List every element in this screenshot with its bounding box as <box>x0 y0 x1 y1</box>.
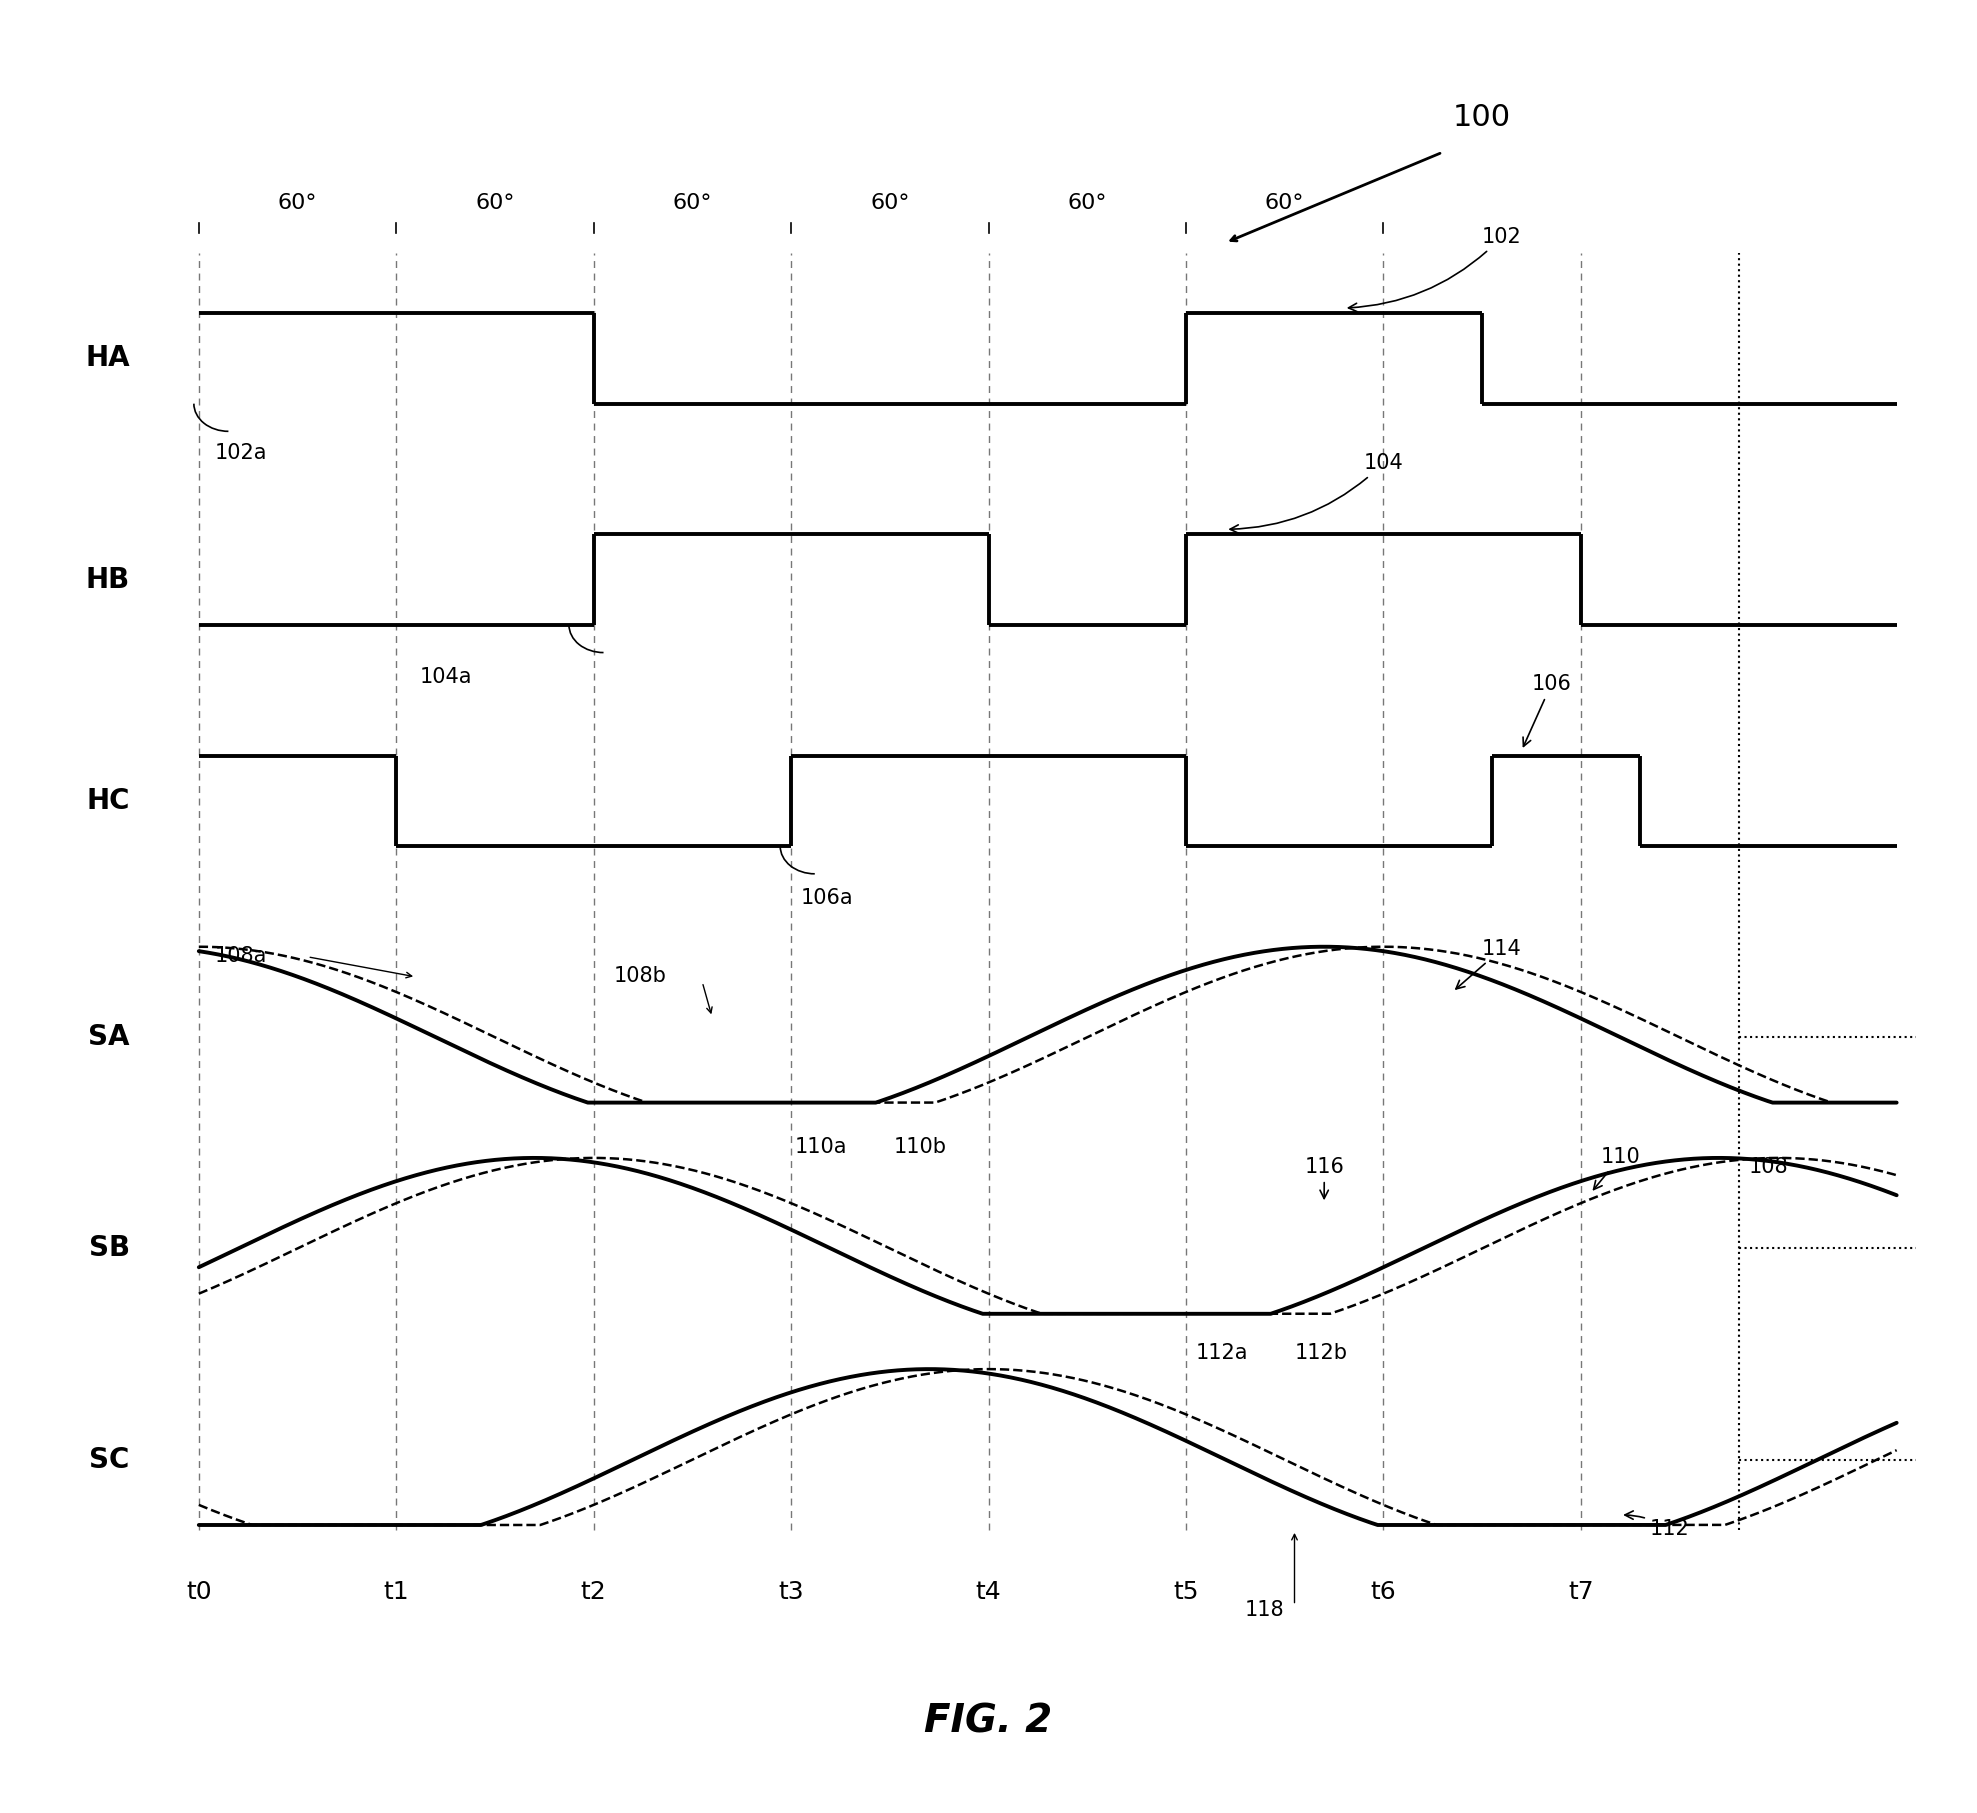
Text: 104a: 104a <box>419 667 473 687</box>
Text: SB: SB <box>89 1235 130 1262</box>
Text: 102: 102 <box>1348 227 1522 312</box>
Text: 112: 112 <box>1625 1510 1690 1539</box>
Text: 112a: 112a <box>1196 1343 1247 1363</box>
Text: 102a: 102a <box>215 442 267 462</box>
Text: 60°: 60° <box>870 192 909 212</box>
Text: 108b: 108b <box>613 966 666 986</box>
Text: t1: t1 <box>384 1581 409 1605</box>
Text: 110b: 110b <box>894 1137 947 1157</box>
Text: SA: SA <box>89 1023 130 1052</box>
Text: 60°: 60° <box>672 192 712 212</box>
Text: 108: 108 <box>1748 1157 1789 1177</box>
Text: FIG. 2: FIG. 2 <box>925 1702 1052 1740</box>
Text: t0: t0 <box>186 1581 212 1605</box>
Text: 104: 104 <box>1230 453 1404 533</box>
Text: SC: SC <box>89 1445 130 1474</box>
Text: 118: 118 <box>1246 1599 1285 1619</box>
Text: HC: HC <box>87 787 130 814</box>
Text: 110a: 110a <box>795 1137 848 1157</box>
Text: 60°: 60° <box>474 192 514 212</box>
Text: 114: 114 <box>1455 939 1522 988</box>
Text: 108a: 108a <box>215 946 267 966</box>
Text: t6: t6 <box>1370 1581 1396 1605</box>
Text: 106: 106 <box>1522 674 1572 747</box>
Text: 116: 116 <box>1305 1157 1344 1198</box>
Text: HA: HA <box>85 344 130 372</box>
Text: t4: t4 <box>975 1581 1002 1605</box>
Text: t5: t5 <box>1172 1581 1198 1605</box>
Text: t2: t2 <box>581 1581 607 1605</box>
Text: 60°: 60° <box>1265 192 1305 212</box>
Text: t7: t7 <box>1568 1581 1593 1605</box>
Text: HB: HB <box>85 566 130 593</box>
Text: 60°: 60° <box>279 192 316 212</box>
Text: t3: t3 <box>779 1581 805 1605</box>
Text: 112b: 112b <box>1295 1343 1348 1363</box>
Text: 110: 110 <box>1593 1148 1641 1189</box>
Text: 100: 100 <box>1453 103 1510 132</box>
Text: 106a: 106a <box>801 888 854 908</box>
Text: 60°: 60° <box>1068 192 1107 212</box>
